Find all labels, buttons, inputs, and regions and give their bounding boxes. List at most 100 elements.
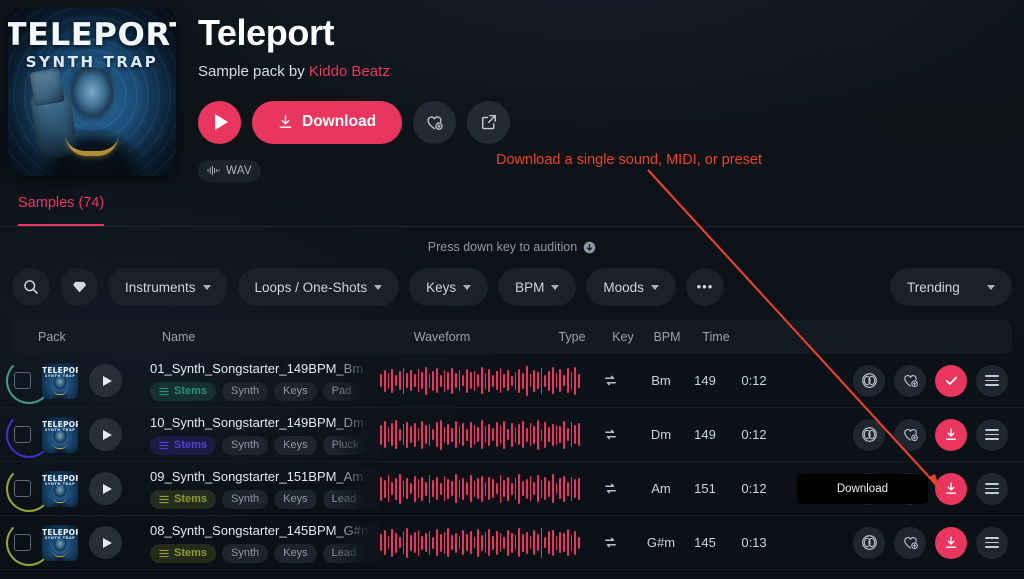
row-waveform[interactable] xyxy=(380,526,580,560)
tag[interactable]: Keys xyxy=(274,381,317,401)
row-type-cell xyxy=(580,480,640,497)
tag[interactable]: M xyxy=(371,543,380,563)
tag[interactable]: Pad xyxy=(322,381,361,401)
waveform-bar xyxy=(477,528,479,557)
row-favorite-button[interactable] xyxy=(894,418,926,451)
tag-stems[interactable]: Stems xyxy=(150,489,217,509)
row-stems-button[interactable] xyxy=(853,418,885,451)
row-waveform[interactable] xyxy=(380,472,580,506)
play-pack-button[interactable] xyxy=(198,100,241,144)
tag[interactable]: Synth xyxy=(222,381,269,401)
row-favorite-button[interactable] xyxy=(894,526,926,559)
row-download-button[interactable] xyxy=(935,472,967,505)
row-menu-button[interactable] xyxy=(976,418,1008,451)
row-waveform[interactable] xyxy=(380,364,580,398)
tag[interactable]: Keys xyxy=(274,543,317,563)
waveform-bar xyxy=(518,424,521,445)
row-play-button[interactable] xyxy=(89,526,122,559)
waveform-bar xyxy=(454,421,457,448)
waveform-bar xyxy=(578,423,580,446)
sample-list: TELEPORT SYNTH TRAP 01_Synth_Songstarter… xyxy=(0,354,1024,570)
play-icon xyxy=(102,375,112,386)
row-stems-button[interactable] xyxy=(853,364,885,397)
tag-stems[interactable]: Stems xyxy=(150,543,217,563)
row-menu-button[interactable] xyxy=(976,364,1008,397)
waveform-bar xyxy=(492,374,494,387)
waveform-bar xyxy=(510,422,513,447)
save-to-collection-button[interactable] xyxy=(413,100,457,144)
column-header-pack: Pack xyxy=(38,330,66,344)
pack-author-link[interactable]: Kiddo Beatz xyxy=(308,62,390,80)
chevron-down-icon xyxy=(650,284,659,290)
download-icon xyxy=(945,428,957,440)
filter-keys[interactable]: Keys xyxy=(409,268,489,306)
row-play-button[interactable] xyxy=(89,472,122,505)
waveform-bar xyxy=(383,369,386,392)
tag[interactable]: Keys xyxy=(274,435,317,455)
waveform-bar xyxy=(484,481,487,496)
format-badge: WAV xyxy=(198,159,261,182)
tag[interactable]: Keys xyxy=(274,489,317,509)
search-button[interactable] xyxy=(12,268,50,306)
row-menu-button[interactable] xyxy=(976,526,1008,559)
download-pack-button[interactable]: Download xyxy=(252,100,403,144)
waveform-bar xyxy=(436,368,438,393)
row-checkbox[interactable] xyxy=(14,534,31,551)
row-thumbnail: TELEPORT SYNTH TRAP xyxy=(42,416,78,453)
waveform-bar xyxy=(503,420,506,449)
tag[interactable]: Mu xyxy=(366,381,380,401)
waveform-bar xyxy=(492,535,494,550)
waveform-bar xyxy=(570,476,573,501)
table-row[interactable]: TELEPORT SYNTH TRAP 08_Synth_Songstarter… xyxy=(0,516,1024,570)
waveform-bar xyxy=(499,425,502,444)
row-checkbox[interactable] xyxy=(14,480,31,497)
waveform-bar xyxy=(522,533,524,552)
premium-filter-button[interactable] xyxy=(60,268,98,306)
tag[interactable]: Synth xyxy=(222,435,269,455)
row-checkbox[interactable] xyxy=(14,372,31,389)
row-play-button[interactable] xyxy=(89,364,122,397)
tag[interactable]: Lead xyxy=(322,543,366,563)
row-menu-button[interactable] xyxy=(976,472,1008,505)
row-waveform[interactable] xyxy=(380,418,580,452)
waveform-bar xyxy=(533,425,536,444)
share-button[interactable] xyxy=(467,100,511,144)
row-key: Dm xyxy=(650,427,672,442)
waveform-bar xyxy=(469,421,472,448)
filter-bpm[interactable]: BPM xyxy=(498,268,577,306)
filter-loops-oneshots[interactable]: Loops / One-Shots xyxy=(237,268,400,306)
waveform-bar xyxy=(380,534,382,551)
tag[interactable]: Pluck xyxy=(322,435,368,455)
waveform-bar xyxy=(559,369,562,392)
tag[interactable]: Synth xyxy=(222,543,269,563)
table-row[interactable]: TELEPORT SYNTH TRAP 10_Synth_Songstarter… xyxy=(0,408,1024,462)
row-stems-button[interactable] xyxy=(853,526,885,559)
row-download-button[interactable] xyxy=(935,364,967,397)
tag[interactable]: Synth xyxy=(222,489,269,509)
sort-dropdown[interactable]: Trending xyxy=(890,268,1012,306)
thumb-figure xyxy=(48,483,72,507)
waveform-bar xyxy=(428,530,431,555)
filter-moods[interactable]: Moods xyxy=(586,268,676,306)
row-download-button[interactable] xyxy=(935,418,967,451)
tag[interactable]: A xyxy=(373,435,380,455)
row-checkbox[interactable] xyxy=(14,426,31,443)
tag[interactable]: Lead xyxy=(322,489,366,509)
row-actions xyxy=(780,526,1024,559)
row-download-button[interactable] xyxy=(935,526,967,559)
row-favorite-button[interactable] xyxy=(894,364,926,397)
tab-samples[interactable]: Samples (74) xyxy=(18,195,105,226)
more-filters-button[interactable]: ••• xyxy=(685,268,724,306)
tag-stems[interactable]: Stems xyxy=(150,435,217,455)
sample-tags: Stems SynthKeysPadMu xyxy=(150,381,380,401)
waveform-bar xyxy=(551,529,554,556)
table-row[interactable]: TELEPORT SYNTH TRAP 09_Synth_Songstarter… xyxy=(0,462,1024,516)
filter-instruments[interactable]: Instruments xyxy=(108,268,228,306)
tag[interactable]: M xyxy=(371,489,380,509)
row-play-button[interactable] xyxy=(89,418,122,451)
waveform-bar xyxy=(570,371,573,390)
row-actions xyxy=(780,418,1024,451)
table-row[interactable]: TELEPORT SYNTH TRAP 01_Synth_Songstarter… xyxy=(0,354,1024,408)
waveform-bar xyxy=(484,372,487,389)
tag-stems[interactable]: Stems xyxy=(150,381,217,401)
